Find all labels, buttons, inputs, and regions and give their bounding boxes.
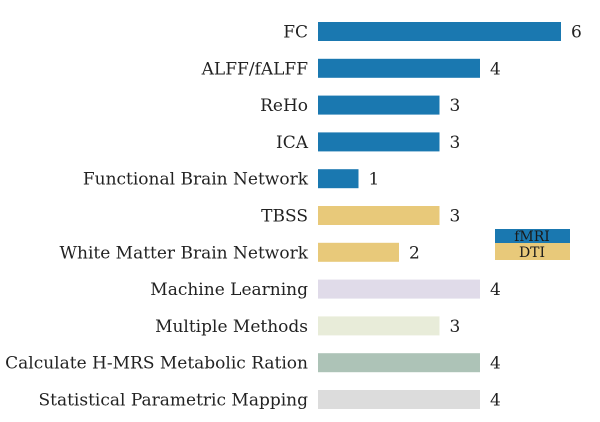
- legend-label-fmri: fMRI: [514, 229, 550, 245]
- category-label-ica: ICA: [276, 133, 309, 153]
- bar-tbss: [318, 206, 440, 225]
- bar-ica: [318, 132, 440, 152]
- legend-label-dti: DTI: [519, 245, 545, 261]
- bar-alff-falff: [318, 58, 480, 78]
- bar-statistical-parametric-mapping: [318, 390, 480, 409]
- legend: fMRI DTI: [495, 229, 570, 261]
- bar-machine-learning: [318, 279, 480, 299]
- bar-multiple-methods: [318, 316, 440, 336]
- value-label-ica: 3: [450, 133, 461, 153]
- value-label-machine-learning: 4: [490, 280, 501, 300]
- category-label-calculate-h-mrs-metabolic-ration: Calculate H-MRS Metabolic Ration: [5, 354, 308, 374]
- value-label-alff-falff: 4: [490, 59, 501, 79]
- bar-fc: [318, 22, 561, 41]
- bar-functional-brain-network: [318, 169, 359, 189]
- category-label-machine-learning: Machine Learning: [150, 280, 308, 300]
- category-label-tbss: TBSS: [261, 207, 308, 227]
- bar-white-matter-brain-network: [318, 242, 399, 262]
- legend-swatch-dti: [495, 243, 570, 260]
- bars-layer: FC 6 ALFF/fALFF 4 ReHo 3 ICA 3 Functional Brain …: [5, 22, 582, 411]
- value-label-fc: 6: [571, 23, 582, 43]
- category-label-fc: FC: [283, 23, 308, 43]
- value-label-reho: 3: [450, 96, 461, 116]
- value-label-tbss: 3: [450, 207, 461, 227]
- bar-calculate-h-mrs-metabolic-ration: [318, 353, 480, 373]
- legend-swatch-fmri: [495, 229, 570, 243]
- category-label-multiple-methods: Multiple Methods: [155, 317, 308, 337]
- category-label-functional-brain-network: Functional Brain Network: [83, 170, 309, 190]
- category-label-reho: ReHo: [260, 96, 308, 116]
- value-label-statistical-parametric-mapping: 4: [490, 391, 501, 411]
- category-label-statistical-parametric-mapping: Statistical Parametric Mapping: [38, 391, 308, 411]
- category-label-white-matter-brain-network: White Matter Brain Network: [60, 243, 309, 263]
- value-label-white-matter-brain-network: 2: [409, 243, 420, 263]
- value-label-multiple-methods: 3: [450, 317, 461, 337]
- bar-reho: [318, 95, 440, 115]
- category-label-alff-falff: ALFF/fALFF: [201, 59, 309, 79]
- value-label-calculate-h-mrs-metabolic-ration: 4: [490, 354, 501, 374]
- value-label-functional-brain-network: 1: [369, 170, 380, 190]
